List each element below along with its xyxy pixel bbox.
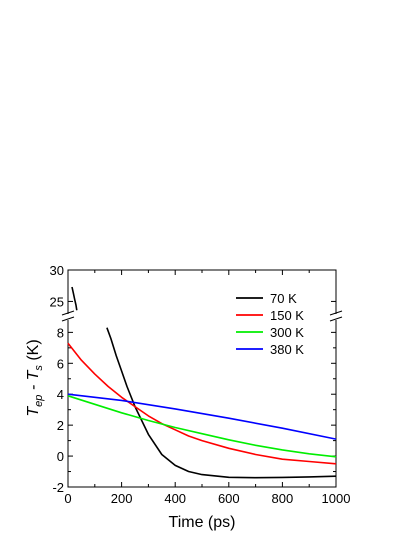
y-axis-label: Tep - Ts (K) bbox=[25, 339, 45, 416]
x-tick-label: 800 bbox=[272, 491, 294, 506]
y-tick-label: 8 bbox=[57, 325, 64, 340]
y-tick-label: 2 bbox=[57, 418, 64, 433]
y-label-sub2: s bbox=[33, 365, 45, 371]
x-axis-label: Time (ps) bbox=[169, 514, 236, 531]
legend-label: 300 K bbox=[270, 325, 304, 340]
axis-break-marks bbox=[61, 310, 343, 322]
legend-label: 150 K bbox=[270, 308, 304, 323]
series-lines bbox=[67, 286, 337, 479]
y-tick-label: 4 bbox=[57, 387, 64, 402]
series-line-70-k bbox=[71, 286, 78, 311]
break-mark-left-bottom bbox=[61, 316, 75, 322]
series-line-380-k bbox=[67, 393, 337, 440]
x-tick-label: 200 bbox=[111, 491, 133, 506]
y-tick-label: -2 bbox=[52, 480, 64, 495]
y-tick-label: 0 bbox=[57, 449, 64, 464]
series-line-150-k bbox=[67, 342, 337, 465]
legend-label: 380 K bbox=[270, 342, 304, 357]
series-line-300-k bbox=[67, 395, 337, 458]
y-tick-label: 6 bbox=[57, 356, 64, 371]
y-tick-label-upper: 25 bbox=[50, 294, 64, 309]
y-label-sub1: ep bbox=[33, 395, 45, 407]
ticks bbox=[67, 269, 337, 488]
x-tick-label: 600 bbox=[218, 491, 240, 506]
x-tick-label: 1000 bbox=[322, 491, 351, 506]
y-label-unit: (K) bbox=[25, 339, 42, 365]
y-label-t1: T bbox=[25, 406, 42, 417]
y-label-mid: - T bbox=[25, 369, 42, 394]
legend: 70 K 150 K 300 K 380 K bbox=[236, 291, 304, 357]
break-mark-right-top bbox=[329, 310, 343, 316]
series-line-70-k bbox=[106, 327, 337, 479]
y-tick-label-upper: 30 bbox=[50, 263, 64, 278]
legend-label: 70 K bbox=[270, 291, 297, 306]
x-tick-label: 0 bbox=[64, 491, 71, 506]
break-mark-left-top bbox=[61, 310, 75, 316]
x-tick-label: 400 bbox=[164, 491, 186, 506]
break-mark-right-bottom bbox=[329, 316, 343, 322]
